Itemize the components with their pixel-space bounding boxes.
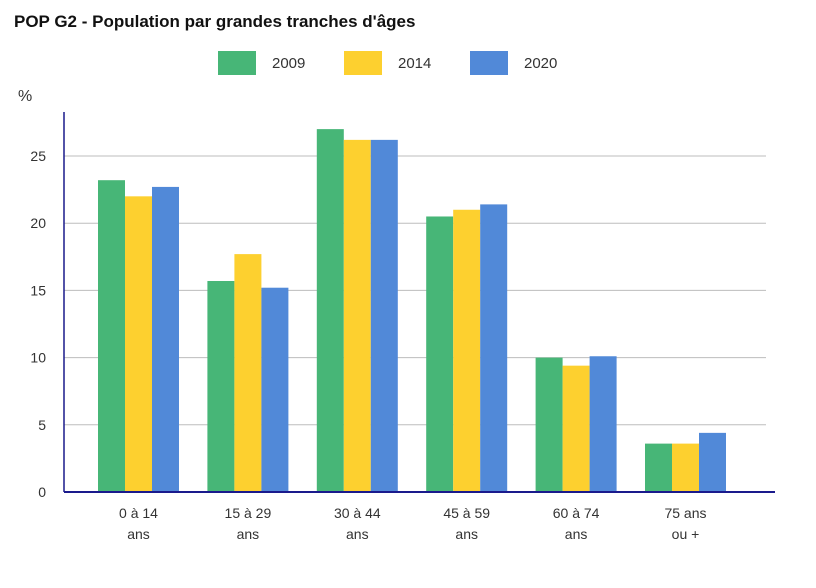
y-tick-label-0: 0 xyxy=(38,484,46,500)
bar-2014-0 xyxy=(125,196,152,492)
x-tick-label-1-1: ans xyxy=(237,526,260,542)
bar-2020-3 xyxy=(480,204,508,492)
bar-2009-0 xyxy=(98,180,125,492)
x-tick-label-1-0: 15 à 29 xyxy=(225,505,272,521)
x-tick-label-2-1: ans xyxy=(346,526,369,542)
x-tick-label-5-1: ou + xyxy=(672,526,700,542)
bar-2014-2 xyxy=(343,139,371,492)
legend-swatch-2014 xyxy=(344,51,382,75)
x-tick-label-4-0: 60 à 74 xyxy=(553,505,600,521)
y-tick-label-15: 15 xyxy=(30,282,46,298)
legend-item-2009: 2009 xyxy=(218,50,305,76)
legend-swatch-2009 xyxy=(218,51,256,75)
bar-2009-5 xyxy=(645,443,672,492)
legend-label-2014: 2014 xyxy=(398,54,432,72)
bar-2020-0 xyxy=(152,186,179,493)
bar-2014-3 xyxy=(453,209,481,492)
x-tick-label-5-0: 75 ans xyxy=(664,505,706,521)
bar-2020-1 xyxy=(261,287,289,492)
x-tick-label-4-1: ans xyxy=(565,526,588,542)
x-tick-label-3-1: ans xyxy=(455,526,478,542)
bar-2020-4 xyxy=(589,356,617,492)
x-tick-label-0-1: ans xyxy=(127,526,150,542)
bar-2009-2 xyxy=(316,129,344,492)
y-axis-unit-label: % xyxy=(18,88,33,105)
legend-label-2009: 2009 xyxy=(272,54,306,72)
bar-2020-2 xyxy=(370,139,398,492)
bar-2014-5 xyxy=(672,443,699,492)
y-tick-label-25: 25 xyxy=(30,148,46,164)
y-tick-label-5: 5 xyxy=(38,417,46,433)
bar-2014-1 xyxy=(234,254,262,492)
chart-title: POP G2 - Population par grandes tranches… xyxy=(14,12,416,31)
bar-2009-4 xyxy=(535,357,563,492)
x-tick-label-3-0: 45 à 59 xyxy=(443,505,490,521)
bar-2009-1 xyxy=(207,280,235,492)
chart-legend: 2009 2014 2020 xyxy=(0,50,816,76)
bar-2020-5 xyxy=(699,432,726,492)
bar-2014-4 xyxy=(562,365,590,492)
legend-item-2020: 2020 xyxy=(470,50,557,76)
legend-swatch-2020 xyxy=(470,51,508,75)
bar-2009-3 xyxy=(426,216,454,493)
x-tick-label-0-0: 0 à 14 xyxy=(119,505,158,521)
legend-item-2014: 2014 xyxy=(344,50,431,76)
y-tick-label-10: 10 xyxy=(30,350,46,366)
legend-label-2020: 2020 xyxy=(524,54,558,72)
x-tick-label-2-0: 30 à 44 xyxy=(334,505,381,521)
y-tick-label-20: 20 xyxy=(30,215,46,231)
